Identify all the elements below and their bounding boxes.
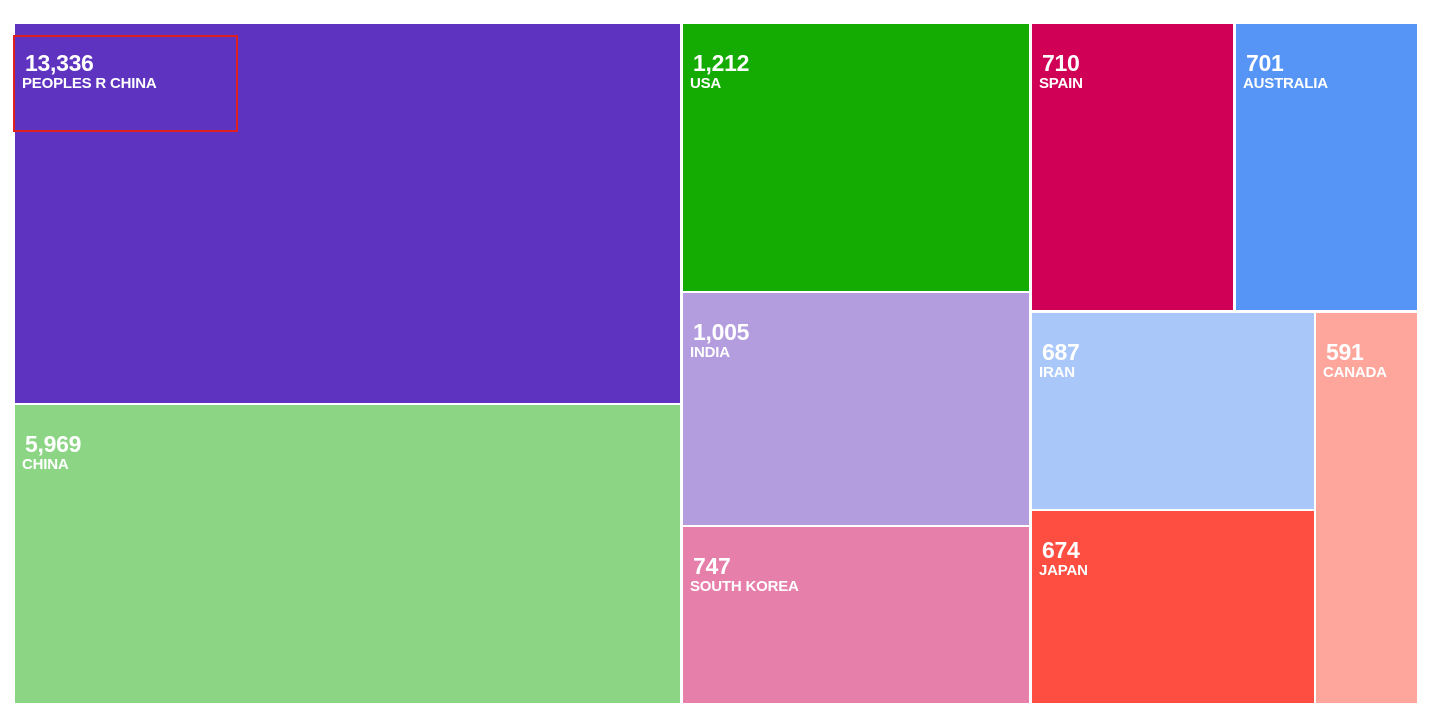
tile-label: USA (690, 75, 722, 92)
tile-india: 1,005 INDIA (683, 293, 1029, 525)
tile-value: 1,005 (693, 319, 750, 345)
tile-canada: 591 CANADA (1316, 313, 1417, 703)
tile-label: PEOPLES R CHINA (22, 75, 157, 92)
tile-label: SOUTH KOREA (690, 578, 799, 595)
tile-south-korea: 747 SOUTH KOREA (683, 527, 1029, 703)
tile-spain: 710 SPAIN (1032, 24, 1233, 310)
tile-value: 1,212 (693, 50, 750, 76)
tile-label: CHINA (22, 456, 69, 473)
tile-label: AUSTRALIA (1243, 75, 1328, 92)
tile-label: IRAN (1039, 364, 1075, 381)
tile-label: JAPAN (1039, 562, 1088, 579)
tile-iran: 687 IRAN (1032, 313, 1314, 509)
tile-value: 701 (1246, 50, 1284, 76)
tile-value: 674 (1042, 537, 1080, 563)
tile-usa: 1,212 USA (683, 24, 1029, 291)
tile-value: 5,969 (25, 431, 82, 457)
tile-value: 13,336 (25, 50, 94, 76)
tile-label: INDIA (690, 344, 730, 361)
tile-australia: 701 AUSTRALIA (1236, 24, 1417, 310)
tile-value: 747 (693, 553, 731, 579)
tile-value: 687 (1042, 339, 1080, 365)
tile-china: 5,969 CHINA (15, 405, 680, 703)
tile-value: 591 (1326, 339, 1364, 365)
tile-peoples-r-china: 13,336 PEOPLES R CHINA (15, 24, 680, 403)
tile-label: CANADA (1323, 364, 1387, 381)
tile-label: SPAIN (1039, 75, 1083, 92)
tile-japan: 674 JAPAN (1032, 511, 1314, 703)
tile-value: 710 (1042, 50, 1080, 76)
